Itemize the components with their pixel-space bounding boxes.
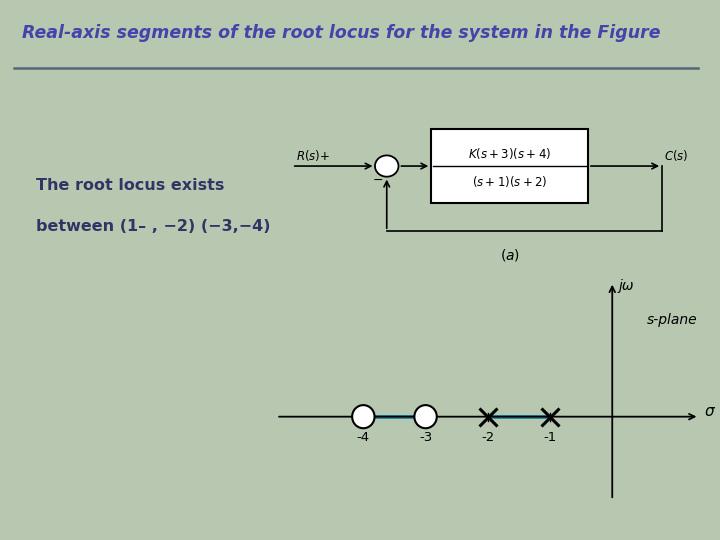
Text: $K(s+3)(s+4)$: $K(s+3)(s+4)$ (468, 146, 551, 161)
Text: between (1– , −2) (−3,−4): between (1– , −2) (−3,−4) (36, 219, 271, 234)
FancyBboxPatch shape (431, 129, 588, 204)
Circle shape (375, 156, 398, 177)
Text: -3: -3 (419, 431, 432, 444)
Text: jω: jω (618, 279, 634, 293)
Text: σ: σ (704, 404, 714, 419)
Text: $R(s)$+: $R(s)$+ (296, 147, 330, 163)
Text: $C(s)$: $C(s)$ (665, 147, 689, 163)
Text: $(a)$: $(a)$ (500, 247, 520, 263)
Text: s-plane: s-plane (647, 313, 697, 327)
Text: The root locus exists: The root locus exists (36, 178, 225, 193)
Text: -2: -2 (481, 431, 495, 444)
Text: $-$: $-$ (372, 173, 384, 186)
Circle shape (352, 405, 374, 428)
Text: Real-axis segments of the root locus for the system in the Figure: Real-axis segments of the root locus for… (22, 24, 660, 42)
Circle shape (415, 405, 437, 428)
Text: $(s+1)(s+2)$: $(s+1)(s+2)$ (472, 173, 547, 188)
Text: -1: -1 (544, 431, 557, 444)
Text: -4: -4 (357, 431, 370, 444)
